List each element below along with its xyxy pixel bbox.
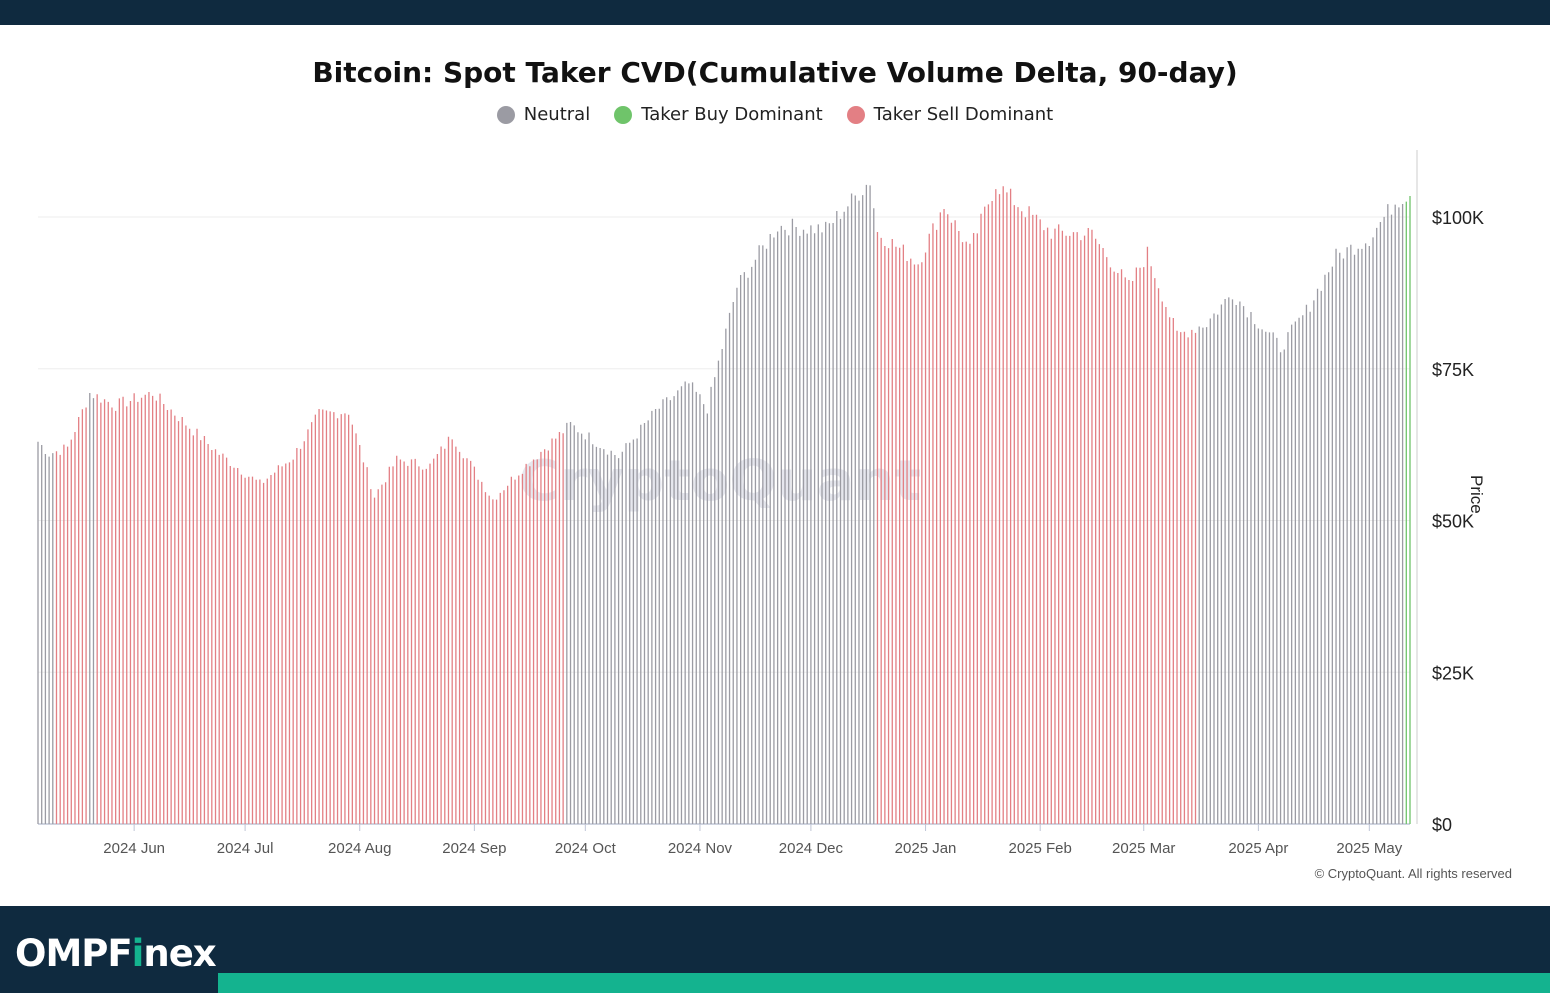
legend-item-buy[interactable]: Taker Buy Dominant	[614, 104, 823, 125]
legend-dot-neutral	[496, 105, 515, 124]
x-tick-label: 2024 Aug	[328, 840, 391, 857]
brand-suffix: nex	[143, 932, 216, 975]
legend-item-sell[interactable]: Taker Sell Dominant	[846, 104, 1054, 125]
legend-dot-buy	[614, 105, 633, 124]
x-tick-label: 2024 Oct	[555, 840, 617, 857]
legend-label-sell: Taker Sell Dominant	[873, 104, 1054, 125]
y-tick-label: $100K	[1432, 208, 1484, 228]
x-tick-label: 2025 May	[1336, 840, 1402, 857]
x-tick-label: 2024 Sep	[442, 840, 506, 857]
legend-item-neutral[interactable]: Neutral	[496, 104, 591, 125]
top-banner	[0, 0, 1550, 25]
x-tick-label: 2024 Dec	[779, 840, 844, 857]
copyright-notice: © CryptoQuant. All rights reserved	[1314, 866, 1512, 881]
x-tick-label: 2025 Mar	[1112, 840, 1175, 857]
chart-legend: Neutral Taker Buy Dominant Taker Sell Do…	[0, 104, 1550, 125]
brand-accent-letter: i	[131, 932, 145, 975]
y-axis-title: Price	[1467, 475, 1486, 514]
brand-prefix: OMPF	[15, 932, 133, 975]
x-tick-label: 2025 Feb	[1008, 840, 1071, 857]
y-tick-label: $75K	[1432, 360, 1474, 380]
brand-logo: OMPFinex	[15, 932, 217, 975]
x-tick-label: 2024 Jul	[217, 840, 274, 857]
chart-title: Bitcoin: Spot Taker CVD(Cumulative Volum…	[312, 56, 1238, 89]
legend-label-buy: Taker Buy Dominant	[641, 104, 823, 125]
x-tick-label: 2024 Nov	[668, 840, 733, 857]
y-tick-label: $25K	[1432, 663, 1474, 683]
x-tick-label: 2025 Apr	[1228, 840, 1288, 857]
x-tick-label: 2025 Jan	[895, 840, 957, 857]
legend-dot-sell	[846, 105, 865, 124]
footer-accent-stripe	[218, 973, 1550, 993]
legend-label-neutral: Neutral	[523, 104, 591, 125]
y-tick-label: $0	[1432, 815, 1452, 835]
watermark: CryptoQuant	[519, 449, 921, 514]
y-tick-label: $50K	[1432, 512, 1474, 532]
x-tick-label: 2024 Jun	[103, 840, 165, 857]
